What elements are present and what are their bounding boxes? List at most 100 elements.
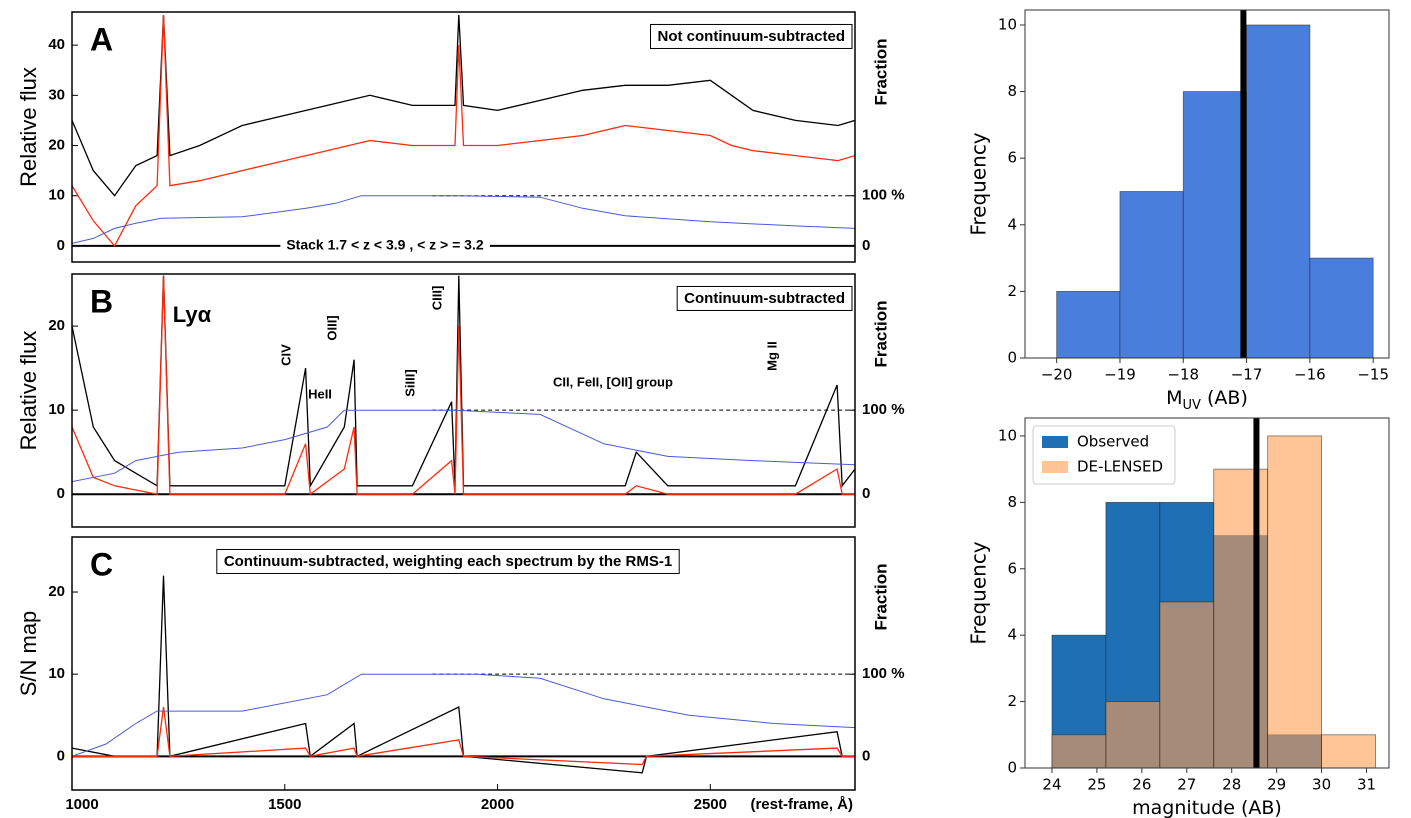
y-axis-label: Relative flux bbox=[16, 331, 41, 451]
x-tick-label: −18 bbox=[1167, 366, 1199, 384]
spectrum-line bbox=[72, 275, 855, 496]
y-tick-label: 10 bbox=[48, 187, 65, 204]
fraction-line bbox=[72, 673, 855, 757]
plot-frame bbox=[71, 273, 856, 528]
histogram-bar bbox=[1105, 701, 1161, 769]
annotation: Lyα bbox=[173, 302, 212, 327]
y-tick-label: 0 bbox=[1007, 759, 1017, 777]
legend-label: Observed bbox=[1077, 433, 1149, 451]
y-tick-label: 20 bbox=[48, 317, 65, 334]
spectrum-line bbox=[72, 14, 855, 248]
annotation: CII, FeII, [OII] group bbox=[553, 374, 673, 389]
y-tick-label: 4 bbox=[1007, 626, 1017, 644]
x-axis-label-part: UV bbox=[1183, 398, 1202, 413]
x-tick-label: 29 bbox=[1267, 776, 1286, 794]
fraction-line bbox=[72, 409, 855, 483]
annotation: Mg II bbox=[764, 341, 779, 371]
fraction-line bbox=[72, 195, 855, 244]
plot-frame bbox=[1024, 417, 1390, 769]
x-axis-label-part: (AB) bbox=[1201, 387, 1248, 409]
y-tick-label: 2 bbox=[1007, 282, 1017, 300]
legend-box bbox=[1032, 425, 1176, 485]
y2-tick-label: 0 bbox=[862, 747, 870, 764]
x-tick-label: 28 bbox=[1222, 776, 1241, 794]
x-tick-label: −19 bbox=[1104, 366, 1136, 384]
y-tick-label: 8 bbox=[1007, 493, 1017, 511]
spectrum-line bbox=[72, 14, 855, 197]
x-tick-label: 26 bbox=[1132, 776, 1151, 794]
y2-axis-label: Fraction bbox=[871, 563, 890, 630]
panel-label: A bbox=[90, 21, 113, 57]
y-tick-label: 40 bbox=[48, 36, 65, 53]
histogram-bar bbox=[1246, 24, 1311, 359]
y2-tick-label: 100 % bbox=[862, 665, 905, 682]
x-axis-label: MUV (AB) bbox=[1166, 387, 1248, 414]
panel-box-label: Continuum-subtracted bbox=[684, 290, 845, 307]
x-axis-label-part: magnitude (AB) bbox=[1132, 797, 1282, 818]
x-axis-label-part: M bbox=[1166, 387, 1182, 409]
y2-axis-label: Fraction bbox=[871, 300, 890, 367]
y-tick-label: 10 bbox=[48, 401, 65, 418]
panel-box-label: Continuum-subtracted, weighting each spe… bbox=[224, 553, 672, 570]
y-tick-label: 0 bbox=[1007, 349, 1017, 367]
y-tick-label: 20 bbox=[48, 137, 65, 154]
label-box bbox=[280, 233, 490, 256]
y-axis-label: Frequency bbox=[967, 132, 991, 235]
x-tick-label: −17 bbox=[1231, 366, 1263, 384]
x-tick-label: 25 bbox=[1087, 776, 1106, 794]
plot-frame bbox=[71, 11, 856, 263]
y2-tick-label: 100 % bbox=[862, 401, 905, 418]
y-tick-label: 4 bbox=[1007, 215, 1017, 233]
y-axis-label: S/N map bbox=[16, 611, 41, 697]
spectrum-line bbox=[72, 706, 855, 766]
x-tick-label: 2500 bbox=[694, 796, 727, 813]
annotation: CIII] bbox=[429, 286, 444, 311]
y-tick-label: 6 bbox=[1007, 149, 1017, 167]
y-tick-label: 20 bbox=[48, 583, 65, 600]
x-tick-label: −20 bbox=[1041, 366, 1073, 384]
x-tick-label: 1000 bbox=[65, 796, 98, 813]
y-tick-label: 0 bbox=[57, 485, 65, 502]
x-axis-label: magnitude (AB) bbox=[1132, 797, 1282, 818]
y-tick-label: 6 bbox=[1007, 559, 1017, 577]
y-tick-label: 10 bbox=[998, 426, 1017, 444]
x-tick-label: 27 bbox=[1177, 776, 1196, 794]
x-axis-label: (rest-frame, Å) bbox=[750, 796, 853, 813]
label-box bbox=[650, 23, 853, 49]
y-tick-label: 10 bbox=[48, 665, 65, 682]
annotation: OIII] bbox=[324, 315, 339, 340]
panel-box-label: Not continuum-subtracted bbox=[658, 28, 846, 45]
histogram-bar bbox=[1213, 468, 1269, 769]
label-box bbox=[216, 548, 680, 574]
histogram-bar bbox=[1321, 734, 1376, 769]
histogram-bar bbox=[1267, 435, 1322, 769]
legend-swatch bbox=[1042, 461, 1068, 473]
y-tick-label: 8 bbox=[1007, 82, 1017, 100]
y-tick-label: 2 bbox=[1007, 692, 1017, 710]
plot-frame bbox=[1024, 9, 1390, 359]
y2-tick-label: 0 bbox=[862, 237, 870, 254]
legend-label: DE-LENSED bbox=[1077, 458, 1163, 476]
y-tick-label: 10 bbox=[998, 15, 1017, 33]
x-tick-label: 1500 bbox=[268, 796, 301, 813]
x-tick-label: 30 bbox=[1312, 776, 1331, 794]
legend-swatch bbox=[1042, 436, 1068, 448]
annotation: HeII bbox=[308, 386, 332, 401]
x-tick-label: −15 bbox=[1357, 366, 1389, 384]
panel-label: B bbox=[90, 283, 113, 319]
y2-tick-label: 100 % bbox=[862, 187, 905, 204]
y2-tick-label: 0 bbox=[862, 485, 870, 502]
x-tick-label: −16 bbox=[1294, 366, 1326, 384]
annotation: Stack 1.7 < z < 3.9 , < z > = 3.2 bbox=[286, 237, 484, 253]
y2-axis-label: Fraction bbox=[871, 38, 890, 105]
y-axis-label: Relative flux bbox=[16, 67, 41, 187]
annotation: SiIII] bbox=[402, 369, 417, 396]
label-box bbox=[676, 285, 853, 311]
panel-label: C bbox=[90, 546, 113, 582]
histogram-bar bbox=[1056, 290, 1121, 359]
histogram-bar bbox=[1309, 257, 1374, 359]
x-tick-label: 2000 bbox=[481, 796, 514, 813]
plot-frame bbox=[71, 536, 856, 791]
y-tick-label: 0 bbox=[57, 747, 65, 764]
